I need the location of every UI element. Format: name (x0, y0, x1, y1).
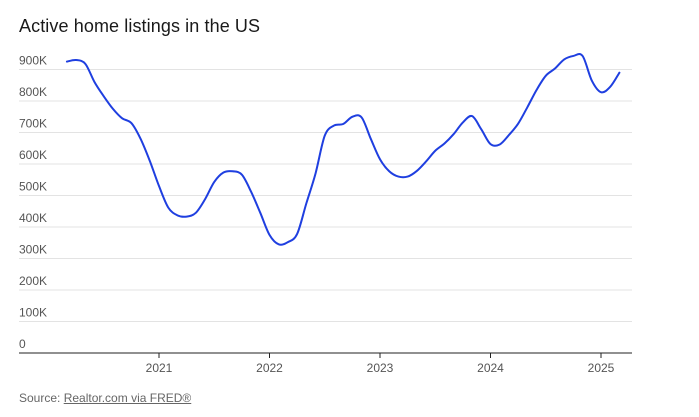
series-line-active-listings (65, 53, 621, 246)
source-note: Source: Realtor.com via FRED® (19, 391, 191, 405)
y-tick-label: 700K (19, 117, 47, 131)
y-tick-label: 300K (19, 243, 47, 257)
y-tick-label: 900K (19, 54, 47, 68)
x-tick-label: 2022 (256, 361, 283, 375)
y-tick-label: 200K (19, 274, 47, 288)
x-tick-label: 2023 (367, 361, 394, 375)
gridlines (19, 69, 632, 322)
chart-title: Active home listings in the US (19, 16, 261, 36)
y-axis-labels: 0 100K 200K 300K 400K 500K 600K 700K 800K 900K (19, 54, 47, 352)
y-tick-label: 100K (19, 306, 47, 320)
y-tick-label: 800K (19, 85, 47, 99)
x-tick-label: 2025 (588, 361, 615, 375)
y-tick-label: 500K (19, 180, 47, 194)
series-layer (65, 53, 621, 246)
y-tick-label: 400K (19, 211, 47, 225)
y-tick-label: 600K (19, 148, 47, 162)
x-tick-label: 2024 (477, 361, 504, 375)
x-axis: 2021 2022 2023 2024 2025 (19, 352, 632, 375)
source-prefix: Source: (19, 391, 64, 405)
y-tick-label: 0 (19, 337, 26, 351)
source-link[interactable]: Realtor.com via FRED® (63, 391, 192, 405)
x-tick-label: 2021 (146, 361, 173, 375)
